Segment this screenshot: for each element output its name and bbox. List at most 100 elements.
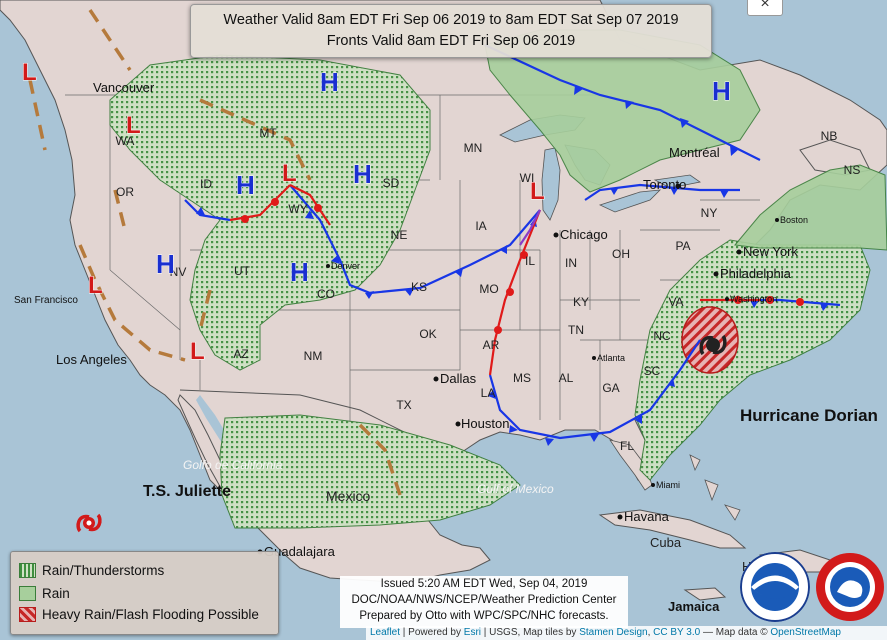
legend-label-rain: Rain	[42, 585, 70, 601]
label-az: AZ	[233, 347, 248, 361]
stamen-link[interactable]: Stamen Design	[579, 627, 648, 638]
issued-agency: DOC/NOAA/NWS/NCEP/Weather Prediction Cen…	[351, 594, 617, 606]
high-pressure-centers: H H H H H H	[156, 67, 732, 288]
label-wy: WY	[288, 202, 307, 216]
low-center-5: L	[88, 272, 103, 299]
label-oh: OH	[612, 247, 630, 261]
low-pressure-centers: L L L L L L	[22, 59, 546, 366]
attribution-mapdata: — Map data ©	[700, 627, 771, 638]
label-hurricane-dorian: Hurricane Dorian	[740, 406, 878, 425]
legend-label-heavy-rain: Heavy Rain/Flash Flooding Possible	[42, 606, 259, 622]
label-la: LA	[481, 386, 496, 400]
label-mexico: Mexico	[326, 488, 371, 504]
map-title-box: Weather Valid 8am EDT Fri Sep 06 2019 to…	[190, 4, 712, 58]
low-center-1: L	[22, 59, 37, 86]
low-center-4: L	[530, 178, 545, 205]
label-los-angeles: Los Angeles	[56, 352, 127, 367]
legend: Rain/Thunderstorms Rain Heavy Rain/Flash…	[10, 551, 279, 635]
label-il: IL	[525, 254, 535, 268]
label-miami: Miami	[656, 480, 680, 490]
label-atlanta: Atlanta	[597, 353, 625, 363]
label-guadalajara: Guadalajara	[264, 544, 336, 559]
label-ks: KS	[411, 280, 427, 294]
label-golfo-de-california: Golfo de California	[183, 458, 283, 472]
label-dallas: Dallas	[440, 371, 477, 386]
label-ne: NE	[391, 228, 408, 242]
tropical-storm-juliette-icon[interactable]	[76, 513, 102, 533]
label-co: CO	[317, 287, 335, 301]
lake-erie	[598, 189, 662, 213]
label-ia: IA	[475, 219, 486, 233]
label-ar: AR	[483, 338, 500, 352]
osm-link[interactable]: OpenStreetMap	[770, 627, 841, 638]
precip-rain-new-england	[734, 164, 887, 251]
label-havana: Havana	[624, 509, 670, 524]
issued-preparer: Prepared by Otto with WPC/SPC/NHC foreca…	[359, 610, 609, 622]
low-center-3: L	[282, 160, 297, 187]
issued-info: Issued 5:20 AM EDT Wed, Sep 04, 2019 DOC…	[340, 576, 628, 628]
city-labels: Vancouver San Francisco Los Angeles Denv…	[14, 80, 808, 614]
label-chicago: Chicago	[560, 227, 608, 242]
leaflet-link[interactable]: Leaflet	[370, 627, 401, 638]
label-ms: MS	[513, 371, 531, 385]
legend-item-rain-thunder: Rain/Thunderstorms	[19, 561, 164, 579]
lake-ontario	[653, 174, 701, 189]
label-denver: Denver	[331, 261, 360, 271]
label-toronto: Toronto	[643, 177, 686, 192]
label-nc: NC	[653, 329, 671, 343]
label-tn: TN	[568, 323, 584, 337]
attribution-usgs: | USGS, Map tiles by	[481, 627, 580, 638]
label-ts-juliette: T.S. Juliette	[143, 483, 231, 500]
label-ns: NS	[844, 163, 861, 177]
nws-logo[interactable]	[815, 552, 885, 622]
title-weather-valid: Weather Valid 8am EDT Fri Sep 06 2019 to…	[223, 12, 679, 28]
label-ut: UT	[234, 264, 251, 278]
high-center-6: H	[290, 257, 309, 287]
label-san-francisco: San Francisco	[14, 295, 78, 306]
legend-swatch-rain-thunder	[19, 562, 36, 578]
warm-front-semicircles	[241, 198, 804, 334]
title-fronts-valid: Fronts Valid 8am EDT Fri Sep 06 2019	[326, 33, 576, 49]
bahamas	[689, 454, 741, 521]
cc-by-link[interactable]: CC BY 3.0	[653, 627, 701, 638]
label-tx: TX	[396, 398, 411, 412]
attribution-license-sep: ,	[647, 627, 654, 638]
label-gulf-of-mexico: Gulf of Mexico	[477, 482, 554, 496]
label-pa: PA	[675, 239, 690, 253]
cold-front-triangles	[196, 85, 829, 446]
label-fl: FL	[620, 439, 634, 453]
high-center-1: H	[320, 67, 339, 97]
label-mo: MO	[479, 282, 498, 296]
high-center-4: H	[353, 159, 372, 189]
precip-rain-thunder-northwest	[109, 54, 431, 371]
high-center-3: H	[236, 170, 255, 200]
label-philadelphia: Philadelphia	[720, 266, 792, 281]
label-va: VA	[668, 295, 683, 309]
label-ga: GA	[602, 381, 619, 395]
legend-item-rain: Rain	[19, 584, 70, 602]
precip-rain-thunder-east	[634, 239, 871, 481]
land-jamaica	[683, 587, 727, 601]
lake-michigan	[541, 147, 561, 221]
label-houston: Houston	[461, 416, 509, 431]
close-button[interactable]: ×	[747, 0, 783, 16]
attribution-powered-by: | Powered by	[400, 627, 464, 638]
label-ok: OK	[419, 327, 436, 341]
label-vancouver: Vancouver	[93, 80, 155, 95]
label-wa: WA	[116, 134, 135, 148]
noaa-logo[interactable]	[740, 552, 810, 622]
high-center-2: H	[712, 76, 731, 106]
low-center-6: L	[190, 338, 205, 365]
hurricane-dorian-icon[interactable]	[699, 334, 727, 356]
esri-link[interactable]: Esri	[463, 627, 482, 638]
troughs	[28, 9, 402, 496]
land-cuba	[598, 509, 747, 549]
label-nm: NM	[304, 349, 323, 363]
label-washington: Washington	[730, 294, 777, 304]
label-or: OR	[116, 185, 134, 199]
high-center-5: H	[156, 249, 175, 279]
label-sc: SC	[644, 364, 661, 378]
label-wi: WI	[520, 171, 535, 185]
legend-swatch-rain	[19, 585, 36, 601]
